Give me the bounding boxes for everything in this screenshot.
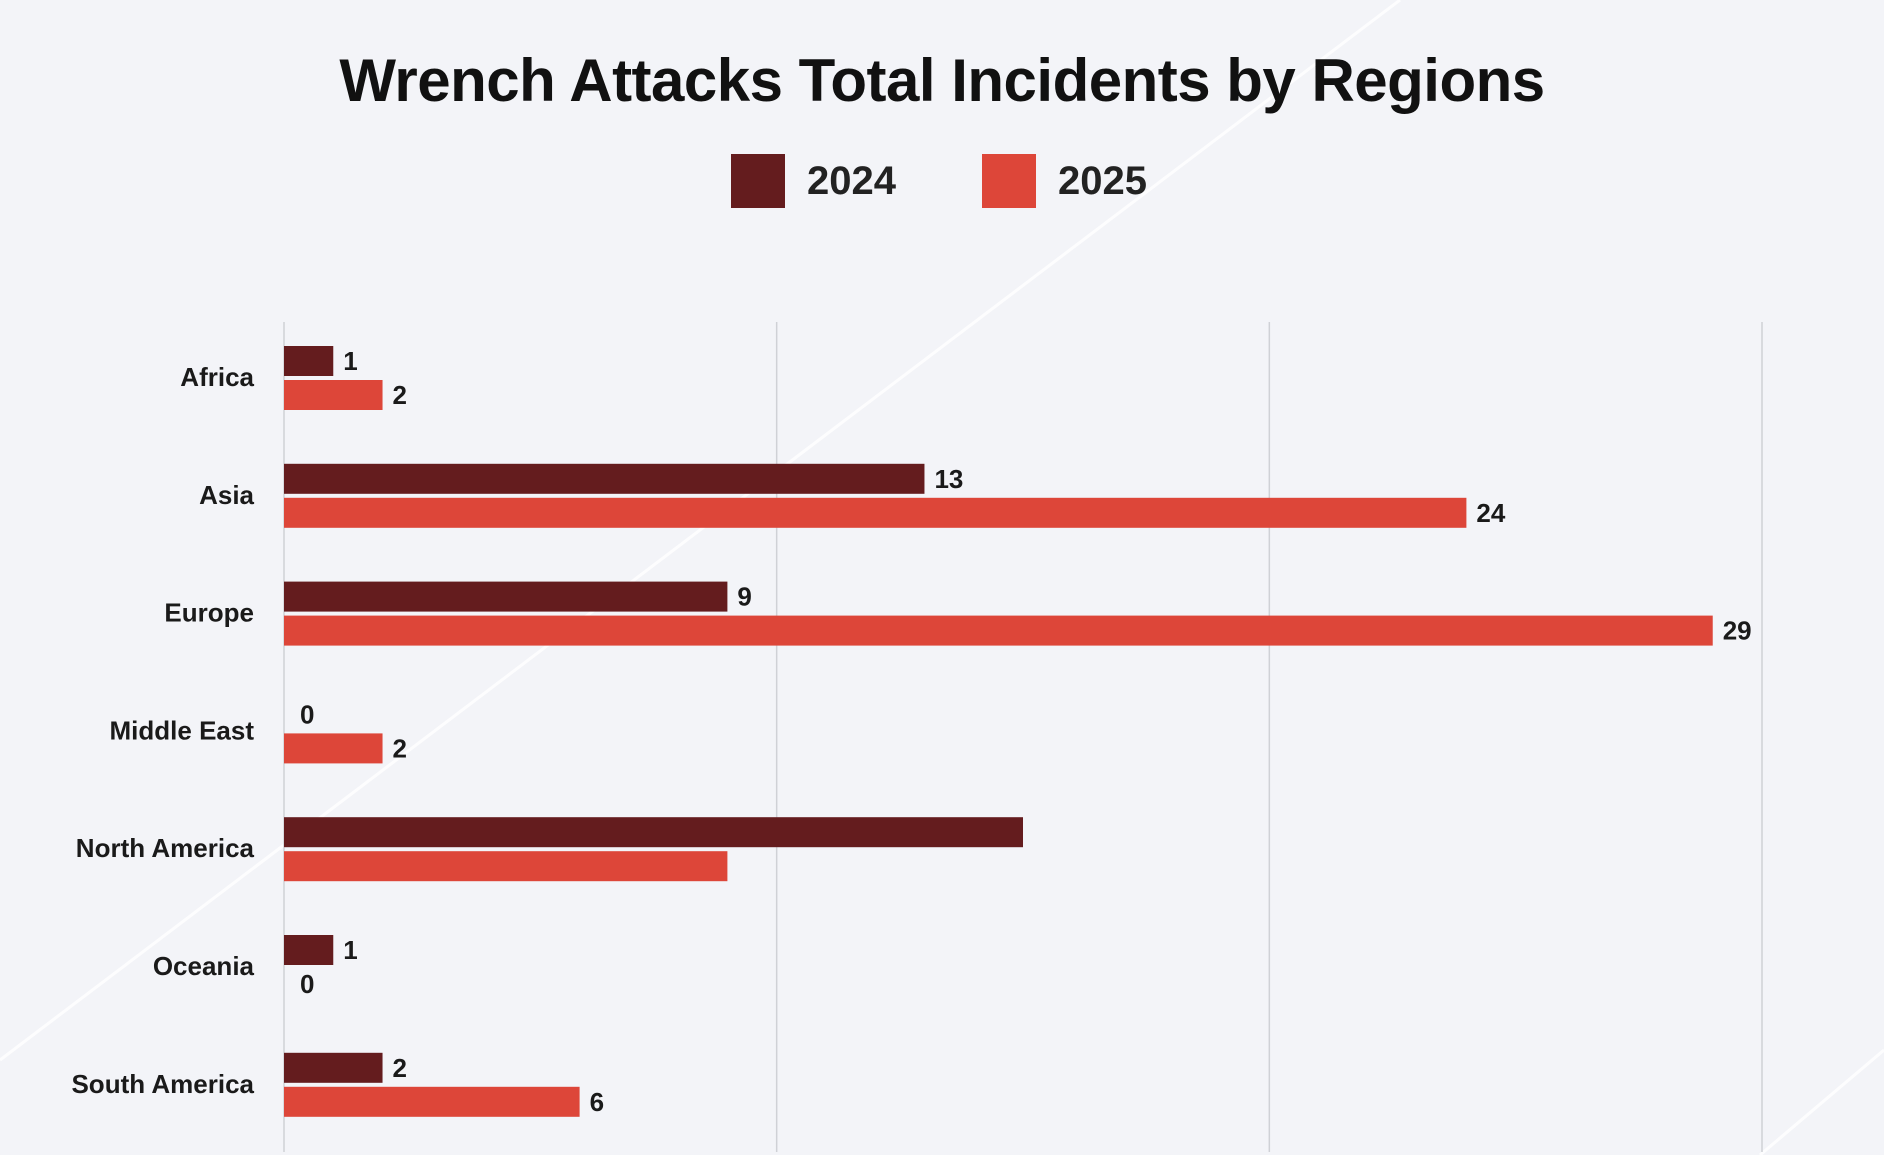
data-label: 1: [343, 346, 357, 376]
data-label: 1: [343, 935, 357, 965]
data-label: 6: [590, 1087, 604, 1117]
data-label: 0: [300, 969, 314, 999]
bar-2025-africa: [284, 380, 383, 410]
legend-swatch-2025: [982, 154, 1036, 208]
bar-2024-asia: [284, 463, 925, 494]
data-label: 2: [393, 733, 407, 763]
data-label: 24: [1476, 498, 1505, 528]
bar-2024-north-america: [284, 817, 1023, 848]
legend-label-2025: 2025: [1058, 158, 1147, 203]
category-label: North America: [76, 833, 255, 863]
category-label: South America: [71, 1069, 254, 1099]
bar-2024-europe: [284, 581, 728, 612]
data-label: 29: [1723, 616, 1752, 646]
bar-2025-south-america: [284, 1086, 580, 1117]
bar-2025-europe: [284, 615, 1713, 646]
category-label: Middle East: [110, 715, 255, 745]
category-label: Asia: [199, 480, 254, 510]
data-label: 0: [300, 699, 314, 729]
legend-item-2024[interactable]: 2024: [731, 154, 896, 208]
bar-2024-oceania: [284, 935, 334, 965]
data-label: 2: [393, 380, 407, 410]
chart-title: Wrench Attacks Total Incidents by Region…: [339, 47, 1545, 114]
legend: 2024 2025: [0, 154, 1884, 208]
bar-2025-asia: [284, 497, 1467, 528]
bar-2025-middle-east: [284, 733, 383, 764]
data-label: 13: [934, 464, 963, 494]
bar-2024-africa: [284, 346, 334, 376]
data-label: 9: [737, 582, 751, 612]
bar-2024-south-america: [284, 1052, 383, 1083]
bar-2025-north-america: [284, 851, 728, 882]
legend-item-2025[interactable]: 2025: [982, 154, 1147, 208]
legend-label-2024: 2024: [807, 158, 896, 203]
category-label: Europe: [164, 598, 254, 628]
category-label: Oceania: [153, 951, 255, 981]
category-label: Africa: [180, 362, 254, 392]
data-label: 2: [393, 1053, 407, 1083]
legend-swatch-2024: [731, 154, 785, 208]
